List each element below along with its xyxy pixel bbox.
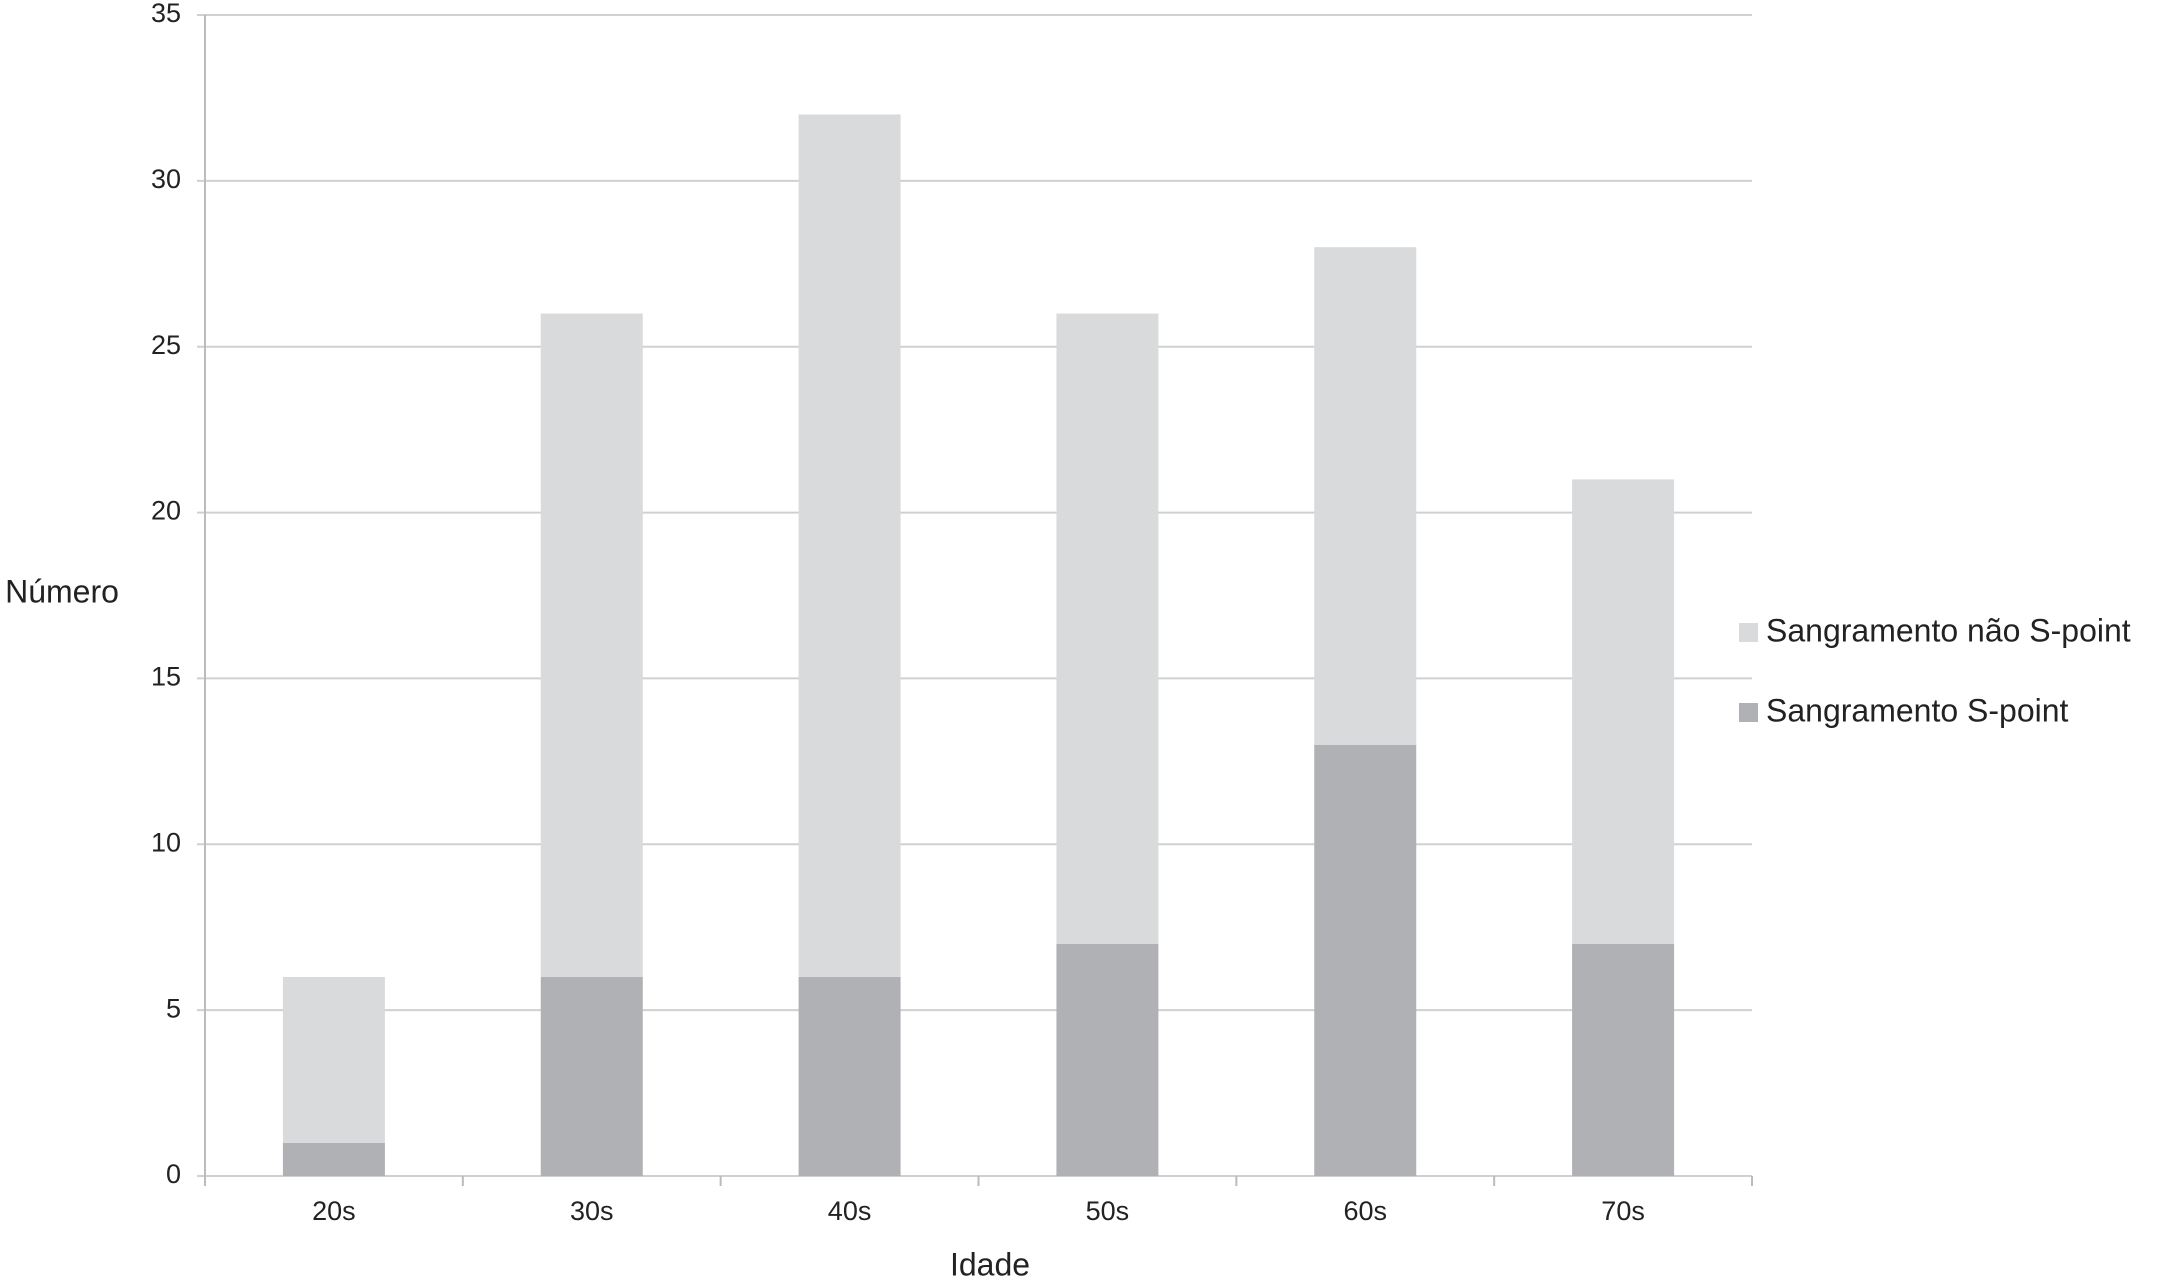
legend-label: Sangramento S-point	[1766, 692, 2069, 728]
y-tick-label: 15	[151, 662, 181, 692]
y-tick-label: 35	[151, 0, 181, 28]
y-axis-label: Número	[5, 573, 119, 609]
x-tick-label: 20s	[312, 1196, 356, 1226]
x-tick-label: 40s	[828, 1196, 872, 1226]
bar-segment	[1314, 247, 1417, 745]
y-tick-label: 20	[151, 496, 181, 526]
y-tick-label: 5	[166, 993, 181, 1023]
bar-segment	[282, 1142, 385, 1176]
bar-segment	[1572, 943, 1675, 1176]
bar-segment	[798, 976, 901, 1176]
x-tick-label: 30s	[570, 1196, 614, 1226]
x-tick-label: 50s	[1086, 1196, 1130, 1226]
legend-label: Sangramento não S-point	[1766, 612, 2131, 648]
bar-segment	[798, 114, 901, 977]
bar-segment	[540, 976, 643, 1176]
bar-segment	[540, 313, 643, 977]
y-tick-label: 25	[151, 330, 181, 360]
bar-segment	[1056, 943, 1159, 1176]
bar-segment	[1572, 479, 1675, 944]
y-tick-label: 30	[151, 164, 181, 194]
y-tick-label: 0	[166, 1159, 181, 1189]
legend-swatch	[1739, 623, 1758, 642]
x-tick-label: 60s	[1343, 1196, 1387, 1226]
legend-swatch	[1739, 703, 1758, 722]
x-axis-label: Idade	[950, 1246, 1030, 1282]
x-tick-label: 70s	[1601, 1196, 1645, 1226]
bar-segment	[1056, 313, 1159, 944]
bar-segment	[282, 976, 385, 1143]
bar-segment	[1314, 744, 1417, 1176]
y-tick-label: 10	[151, 827, 181, 857]
